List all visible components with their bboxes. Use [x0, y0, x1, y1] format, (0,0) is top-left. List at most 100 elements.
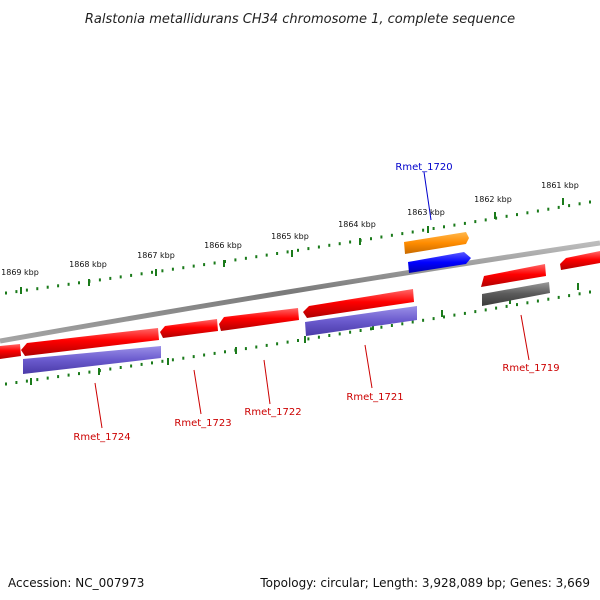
- minor-tick: [307, 247, 310, 251]
- minor-tick: [401, 232, 404, 236]
- minor-tick: [443, 225, 445, 229]
- minor-tick: [109, 276, 112, 280]
- minor-tick: [463, 221, 466, 225]
- gene-red-left-edge[interactable]: [0, 344, 21, 359]
- minor-tick: [484, 308, 487, 312]
- gene-purple-2[interactable]: [23, 346, 161, 374]
- gene-rmet-1724[interactable]: [21, 328, 159, 356]
- minor-tick: [474, 310, 477, 314]
- minor-tick: [307, 337, 310, 341]
- minor-tick: [140, 362, 143, 366]
- minor-tick: [255, 255, 258, 259]
- minor-tick: [526, 301, 529, 305]
- minor-tick: [505, 214, 508, 218]
- minor-tick: [78, 281, 80, 285]
- minor-tick: [244, 256, 247, 260]
- minor-tick: [432, 317, 435, 321]
- minor-tick: [25, 288, 28, 292]
- minor-tick: [297, 248, 299, 252]
- minor-tick: [119, 366, 122, 369]
- minor-tick: [171, 358, 174, 362]
- minor-tick: [578, 202, 581, 206]
- gene-label-rmet-1724: Rmet_1724: [73, 432, 130, 443]
- minor-tick: [536, 299, 539, 303]
- minor-tick: [119, 275, 122, 279]
- minor-tick: [25, 379, 28, 383]
- accession-text: Accession: NC_007973: [8, 576, 145, 590]
- minor-tick: [463, 311, 466, 315]
- minor-tick: [401, 322, 404, 326]
- gene-label-rmet-1722: Rmet_1722: [244, 407, 301, 418]
- minor-tick: [265, 343, 268, 347]
- gene-orange[interactable]: [404, 232, 469, 254]
- minor-tick: [453, 313, 456, 317]
- minor-tick: [255, 345, 258, 349]
- gene-label-rmet-1719: Rmet_1719: [502, 363, 559, 374]
- minor-tick: [411, 320, 414, 324]
- minor-tick: [495, 216, 498, 220]
- minor-tick: [15, 381, 18, 384]
- kbp-labels: 1869 kbp 1868 kbp 1867 kbp 1866 kbp 1865…: [1, 181, 579, 277]
- kbp-label: 1869 kbp: [1, 268, 39, 277]
- kbp-label: 1867 kbp: [137, 251, 175, 260]
- minor-tick: [130, 364, 133, 368]
- gene-gray[interactable]: [482, 282, 550, 306]
- minor-tick: [349, 240, 352, 244]
- minor-tick: [171, 267, 174, 271]
- minor-tick: [474, 220, 477, 224]
- gene-rmet-1720[interactable]: [408, 252, 471, 273]
- tick-track-lower: [5, 290, 591, 386]
- gene-rmet-1722[interactable]: [219, 308, 299, 331]
- minor-tick: [36, 378, 39, 382]
- minor-tick: [516, 213, 518, 217]
- minor-tick: [46, 376, 49, 380]
- minor-tick: [244, 347, 247, 351]
- minor-tick: [516, 303, 518, 307]
- minor-tick: [276, 252, 279, 255]
- minor-tick: [98, 278, 101, 282]
- minor-tick: [568, 204, 571, 208]
- kbp-label: 1868 kbp: [69, 260, 107, 269]
- minor-tick: [67, 282, 70, 286]
- minor-tick: [182, 266, 185, 270]
- label-leaders: [94, 171, 530, 429]
- minor-tick: [109, 367, 112, 371]
- minor-tick: [213, 261, 216, 265]
- minor-tick: [78, 372, 80, 376]
- minor-tick: [578, 292, 581, 296]
- gene-rmet-1721[interactable]: [303, 289, 414, 318]
- minor-tick: [234, 258, 237, 262]
- minor-tick: [589, 290, 591, 294]
- minor-tick: [422, 228, 425, 232]
- minor-tick: [317, 335, 320, 339]
- gene-purple-1[interactable]: [305, 306, 417, 336]
- minor-tick: [57, 284, 60, 288]
- kbp-label: 1864 kbp: [338, 220, 376, 229]
- minor-tick: [505, 304, 508, 308]
- minor-tick: [443, 315, 445, 319]
- gene-rmet-1723[interactable]: [160, 319, 218, 338]
- minor-tick: [15, 290, 18, 294]
- gene-red-right-edge[interactable]: [560, 251, 600, 270]
- minor-tick: [589, 200, 591, 204]
- minor-tick: [370, 327, 372, 331]
- minor-tick: [161, 269, 164, 273]
- minor-tick: [265, 253, 268, 257]
- kbp-label: 1866 kbp: [204, 241, 242, 250]
- minor-tick: [161, 359, 164, 363]
- minor-tick: [390, 324, 393, 327]
- minor-tick: [286, 250, 289, 254]
- minor-tick: [328, 334, 331, 337]
- minor-tick: [422, 318, 425, 322]
- minor-tick: [203, 263, 206, 267]
- minor-tick: [151, 361, 153, 365]
- minor-tick: [5, 291, 7, 295]
- gene-rmet-1719[interactable]: [481, 264, 546, 287]
- minor-tick: [495, 306, 498, 310]
- kbp-label: 1861 kbp: [541, 181, 579, 190]
- minor-tick: [370, 237, 372, 241]
- minor-tick: [453, 223, 456, 227]
- minor-tick: [411, 230, 414, 234]
- genome-summary-text: Topology: circular; Length: 3,928,089 bp…: [260, 576, 590, 590]
